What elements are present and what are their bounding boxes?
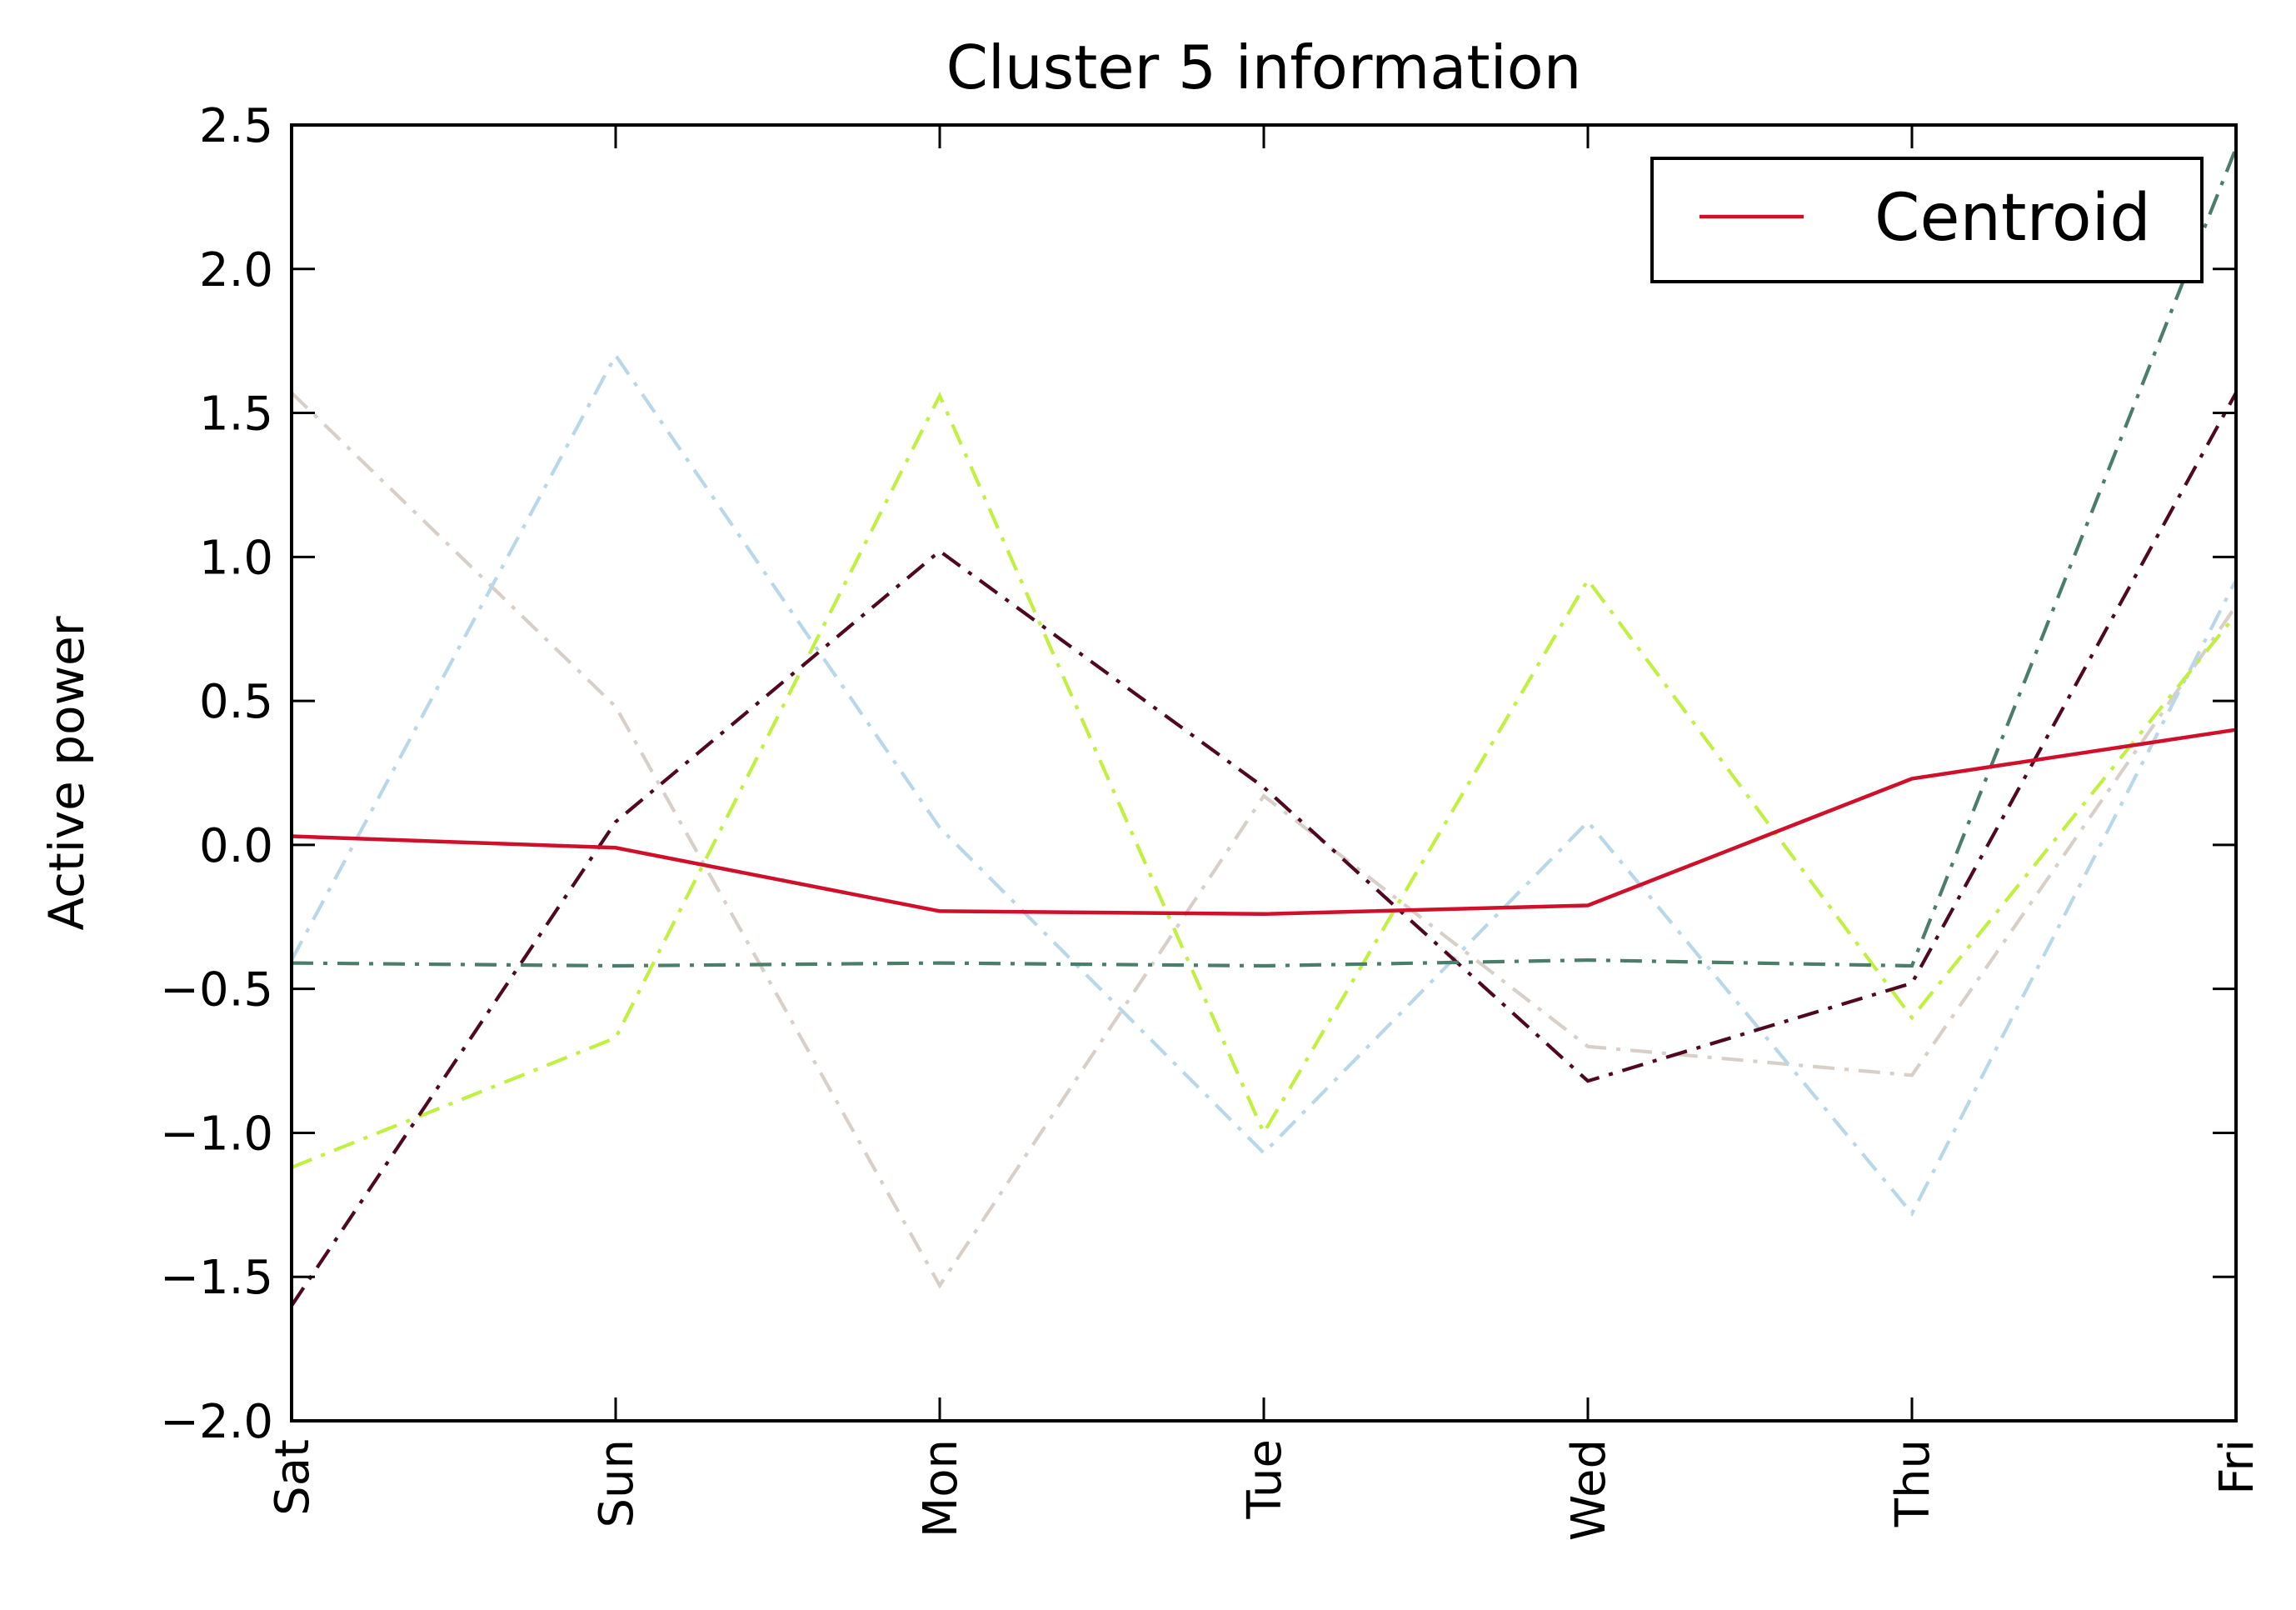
y-tick-label: 1.5 bbox=[199, 388, 273, 442]
series-line-5 bbox=[291, 147, 2238, 968]
x-tick-label: Mon bbox=[914, 1439, 968, 1538]
x-tick-label: Fri bbox=[2210, 1439, 2264, 1495]
series-line-centroid bbox=[291, 728, 2237, 917]
x-tick-label: Tue bbox=[1238, 1439, 1292, 1520]
y-tick-label: 2.0 bbox=[199, 243, 273, 298]
y-tick-label: 1.0 bbox=[199, 531, 273, 585]
y-tick-label: −2.0 bbox=[160, 1395, 273, 1449]
x-ticks: Sat Sun Mon Tue Wed Thu Fri bbox=[266, 125, 2264, 1541]
legend: Centroid bbox=[1650, 157, 2204, 283]
series-layer bbox=[290, 147, 2238, 1307]
y-tick-label: 0.0 bbox=[199, 819, 273, 873]
x-tick-label: Wed bbox=[1562, 1439, 1616, 1541]
legend-label-centroid: Centroid bbox=[1874, 181, 2151, 256]
series-line-4 bbox=[290, 392, 2238, 1307]
x-tick-label: Thu bbox=[1886, 1439, 1940, 1528]
legend-box bbox=[1650, 157, 2204, 283]
y-tick-label: −1.0 bbox=[160, 1107, 273, 1161]
chart-title: Cluster 5 information bbox=[946, 32, 1582, 102]
y-ticks: 2.5 2.0 1.5 1.0 0.5 0.0 −0.5 −1.0 −1.5 −2.0 bbox=[160, 99, 2236, 1449]
series-line-2 bbox=[290, 352, 2238, 1217]
x-tick-label: Sat bbox=[266, 1439, 320, 1516]
y-axis-label: Active power bbox=[38, 616, 95, 930]
x-tick-label: Sun bbox=[590, 1439, 644, 1528]
plot-frame bbox=[290, 123, 2238, 1422]
series-line-3 bbox=[291, 391, 2238, 1169]
series-line-1 bbox=[290, 391, 2238, 1289]
y-tick-label: 0.5 bbox=[199, 675, 273, 729]
y-tick-label: −0.5 bbox=[160, 963, 273, 1018]
y-tick-label: −1.5 bbox=[160, 1251, 273, 1305]
y-tick-label: 2.5 bbox=[199, 99, 273, 153]
